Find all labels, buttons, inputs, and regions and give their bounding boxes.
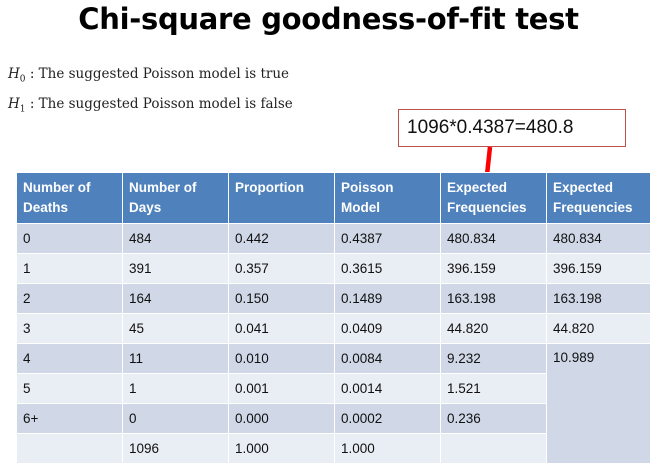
- header-number-of-deaths: Number of Deaths: [16, 172, 123, 224]
- table-cell: 0.001: [228, 373, 335, 404]
- header-number-of-days: Number of Days: [122, 172, 229, 224]
- h0-text: : The suggested Poisson model is true: [29, 66, 290, 82]
- frequency-table: Number of Deaths Number of Days Proporti…: [16, 172, 651, 464]
- table-cell: 0.010: [228, 343, 335, 374]
- null-hypothesis: H0 : The suggested Poisson model is true: [8, 66, 289, 85]
- h0-symbol: H: [8, 66, 20, 82]
- table-cell: 2: [16, 283, 123, 314]
- table-cell: 0.442: [228, 223, 335, 254]
- table-cell: [440, 433, 547, 464]
- table-cell: 3: [16, 313, 123, 344]
- table-cell: 396.159: [546, 253, 651, 284]
- table-cell: 0.0084: [334, 343, 441, 374]
- table-row: 4 11 0.010 0.0084 9.232 10.989: [16, 343, 651, 464]
- h1-subscript: 1: [19, 104, 26, 115]
- table-cell: 5: [16, 373, 123, 404]
- table-row: 5 1 0.001 0.0014 1.521: [16, 373, 651, 404]
- total-days-cell: 1096: [122, 433, 229, 464]
- table-cell: 163.198: [546, 283, 651, 314]
- table-row: 1 391 0.357 0.3615 396.159 396.159: [16, 253, 651, 284]
- table-cell: 396.159: [440, 253, 547, 284]
- table-cell: 0: [16, 223, 123, 254]
- table-row: 2 164 0.150 0.1489 163.198 163.198: [16, 283, 651, 314]
- table-cell: 4: [16, 343, 123, 374]
- table-cell: 0.150: [228, 283, 335, 314]
- table-cell: 44.820: [546, 313, 651, 344]
- table-cell: 0.0014: [334, 373, 441, 404]
- header-expected-frequencies: Expected Frequencies: [440, 172, 547, 224]
- table-cell: 0.4387: [334, 223, 441, 254]
- table-cell: 6+: [16, 403, 123, 434]
- table-cell: 1.521: [440, 373, 547, 404]
- total-proportion-cell: 1.000: [228, 433, 335, 464]
- table-cell: 163.198: [440, 283, 547, 314]
- table-cell: 0.3615: [334, 253, 441, 284]
- table-cell: 11: [122, 343, 229, 374]
- header-proportion: Proportion: [228, 172, 335, 224]
- table-cell: 391: [122, 253, 229, 284]
- page-title: Chi-square goodness-of-fit test: [78, 2, 579, 36]
- table-cell: 0.041: [228, 313, 335, 344]
- h1-text: : The suggested Poisson model is false: [29, 96, 293, 112]
- table-cell: 480.834: [440, 223, 547, 254]
- calculation-callout: 1096*0.4387=480.8: [398, 109, 626, 147]
- pooled-expected-cell: 10.989: [546, 343, 651, 464]
- table-cell: 0.000: [228, 403, 335, 434]
- table-header-row: Number of Deaths Number of Days Proporti…: [16, 172, 651, 224]
- table-cell: 0: [122, 403, 229, 434]
- table-cell: 45: [122, 313, 229, 344]
- table-cell: 1: [122, 373, 229, 404]
- table-cell: 0.0002: [334, 403, 441, 434]
- table-cell: 0.0409: [334, 313, 441, 344]
- table-cell: 44.820: [440, 313, 547, 344]
- h0-subscript: 0: [19, 74, 26, 85]
- header-expected-frequencies-pooled: Expected Frequencies: [546, 172, 651, 224]
- table-cell: 480.834: [546, 223, 651, 254]
- table-cell: 9.232: [440, 343, 547, 374]
- table-cell: 484: [122, 223, 229, 254]
- table-cell: 0.236: [440, 403, 547, 434]
- table-cell: 164: [122, 283, 229, 314]
- table-cell: 0.357: [228, 253, 335, 284]
- table-cell: [16, 433, 123, 464]
- header-poisson-model: Poisson Model: [334, 172, 441, 224]
- table-cell: 1: [16, 253, 123, 284]
- alternative-hypothesis: H1 : The suggested Poisson model is fals…: [8, 96, 293, 115]
- table-cell: 0.1489: [334, 283, 441, 314]
- table-row: 0 484 0.442 0.4387 480.834 480.834: [16, 223, 651, 254]
- table-row: 3 45 0.041 0.0409 44.820 44.820: [16, 313, 651, 344]
- h1-symbol: H: [8, 96, 20, 112]
- table-row: 6+ 0 0.000 0.0002 0.236: [16, 403, 651, 434]
- total-poisson-cell: 1.000: [334, 433, 441, 464]
